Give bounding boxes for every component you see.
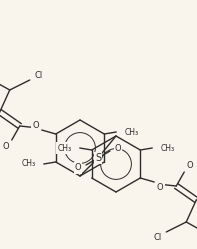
Text: O: O bbox=[157, 183, 164, 191]
Text: O: O bbox=[187, 162, 194, 171]
Text: S: S bbox=[95, 153, 101, 163]
Text: CH₃: CH₃ bbox=[22, 160, 36, 169]
Text: CH₃: CH₃ bbox=[160, 143, 174, 152]
Text: O: O bbox=[2, 141, 9, 150]
Text: Cl: Cl bbox=[153, 233, 161, 242]
Text: O: O bbox=[33, 121, 39, 129]
Text: CH₃: CH₃ bbox=[124, 127, 138, 136]
Text: O: O bbox=[115, 143, 121, 152]
Text: CH₃: CH₃ bbox=[58, 143, 72, 152]
Text: Cl: Cl bbox=[35, 70, 43, 79]
Text: O: O bbox=[75, 164, 81, 173]
